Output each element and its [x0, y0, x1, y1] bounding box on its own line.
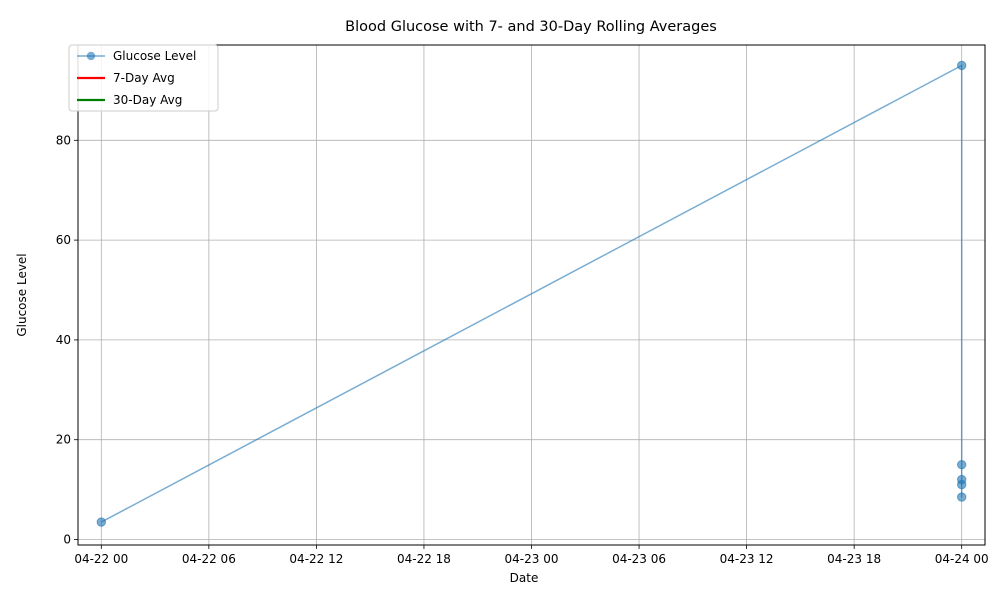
series-layer — [96, 60, 967, 527]
y-tick-label: 0 — [63, 533, 71, 547]
x-tick-label: 04-23 06 — [612, 552, 666, 566]
data-point — [956, 459, 967, 470]
y-axis-label: Glucose Level — [15, 253, 29, 336]
chart-title: Blood Glucose with 7- and 30-Day Rolling… — [345, 19, 717, 35]
data-point — [956, 60, 967, 71]
x-tick-label: 04-23 12 — [720, 552, 774, 566]
y-tick-label: 40 — [56, 333, 71, 347]
data-point — [956, 492, 967, 502]
legend-marker — [86, 51, 96, 61]
x-tick-label: 04-23 00 — [505, 552, 559, 566]
x-tick-label: 04-22 06 — [182, 552, 236, 566]
y-tick-label: 60 — [56, 233, 71, 247]
legend-entry-label: 30-Day Avg — [113, 93, 182, 107]
y-axis-ticks: 0 20 40 60 80 — [56, 133, 78, 547]
x-tick-label: 04-24 00 — [935, 552, 989, 566]
legend-entry-label: 7-Day Avg — [113, 71, 175, 85]
x-axis-label: Date — [510, 571, 539, 585]
legend: Glucose Level 7-Day Avg 30-Day Avg — [68, 44, 219, 112]
data-point — [96, 517, 107, 527]
x-tick-label: 04-22 18 — [397, 552, 451, 566]
legend-frame — [68, 44, 219, 112]
y-tick-label: 80 — [56, 133, 71, 147]
x-tick-label: 04-22 12 — [289, 552, 343, 566]
x-tick-label: 04-23 18 — [827, 552, 881, 566]
y-tick-label: 20 — [56, 433, 71, 447]
data-point — [956, 479, 967, 490]
legend-entry-label: Glucose Level — [113, 49, 196, 63]
x-tick-label: 04-22 00 — [74, 552, 128, 566]
x-axis-ticks: 04-22 00 04-22 06 04-22 12 04-22 18 04-23 00… — [74, 545, 989, 566]
